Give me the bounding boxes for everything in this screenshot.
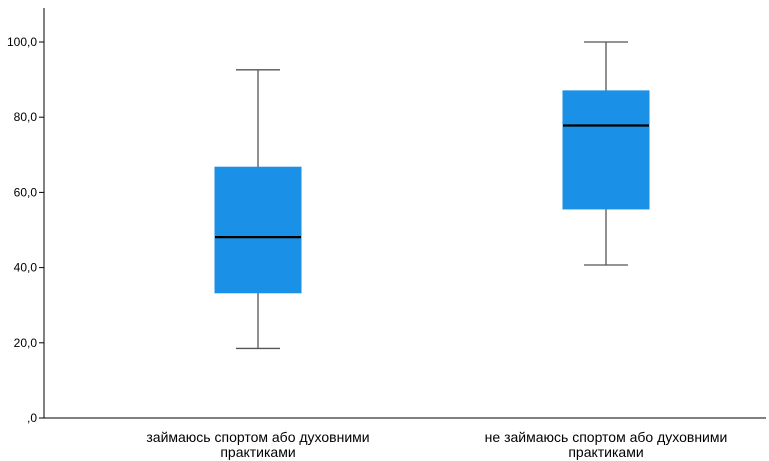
iqr-box: [562, 90, 650, 210]
box-group: [562, 41, 650, 266]
category-label-line2: практиками: [220, 444, 295, 460]
iqr-box: [214, 166, 302, 294]
boxes: [214, 41, 650, 350]
y-ticks: ,0 20,0 40,0 60,0 80,0 100,0: [7, 35, 44, 425]
y-tick-label: ,0: [27, 411, 37, 425]
x-labels: займаюсь спортом або духовнимипрактиками…: [146, 429, 727, 460]
category-label-line2: практиками: [568, 444, 643, 460]
category-label-line1: займаюсь спортом або духовними: [146, 429, 369, 445]
y-tick-label: 60,0: [14, 185, 38, 199]
box-group: [214, 69, 302, 350]
y-tick-label: 20,0: [14, 336, 38, 350]
category-label-line1: не займаюсь спортом або духовними: [485, 429, 728, 445]
y-tick-label: 100,0: [7, 35, 37, 49]
y-tick-label: 80,0: [14, 110, 38, 124]
axes: [43, 8, 766, 419]
y-tick-label: 40,0: [14, 261, 38, 275]
